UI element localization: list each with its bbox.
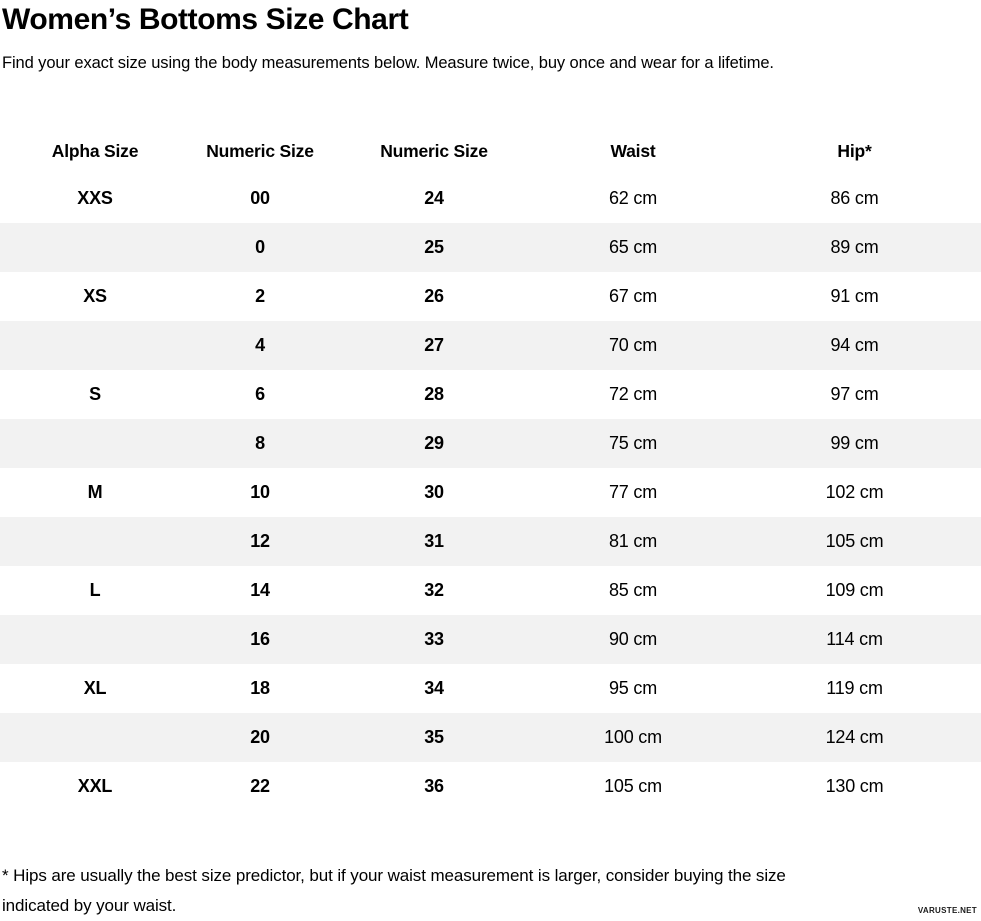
column-header-waist: Waist xyxy=(610,140,656,161)
cell-hip: 89 cm xyxy=(830,237,879,257)
footnote-line-1: * Hips are usually the best size predict… xyxy=(2,866,786,885)
cell-waist: 90 cm xyxy=(608,629,658,649)
cell-numeric-size-1: 18 xyxy=(250,678,270,698)
cell-alpha-size: XL xyxy=(83,678,107,698)
cell-waist: 65 cm xyxy=(608,237,658,257)
page-title: Women’s Bottoms Size Chart xyxy=(2,3,409,36)
cell-waist: 81 cm xyxy=(608,531,658,551)
cell-alpha-size: XS xyxy=(83,286,107,306)
cell-numeric-size-2: 29 xyxy=(424,433,444,453)
cell-waist: 75 cm xyxy=(608,433,658,453)
cell-alpha-size xyxy=(0,713,190,762)
cell-numeric-size-2: 27 xyxy=(424,335,444,355)
cell-hip: 99 cm xyxy=(830,433,879,453)
cell-numeric-size-2: 31 xyxy=(424,531,444,551)
cell-numeric-size-1: 14 xyxy=(250,580,270,600)
cell-waist: 105 cm xyxy=(604,776,662,796)
cell-numeric-size-1: 16 xyxy=(250,629,270,649)
cell-numeric-size-2: 34 xyxy=(424,678,444,698)
cell-waist: 95 cm xyxy=(608,678,658,698)
table-row: 8 29 75 cm 99 cm xyxy=(0,419,981,468)
cell-numeric-size-1: 6 xyxy=(255,384,265,404)
table-row: M 10 30 77 cm 102 cm xyxy=(0,468,981,517)
cell-numeric-size-2: 33 xyxy=(424,629,444,649)
column-header-hip: Hip* xyxy=(837,140,872,161)
cell-hip: 130 cm xyxy=(825,776,884,796)
cell-alpha-size: XXS xyxy=(77,188,113,208)
cell-numeric-size-2: 26 xyxy=(424,286,444,306)
cell-alpha-size xyxy=(0,321,190,370)
footnote: * Hips are usually the best size predict… xyxy=(0,861,981,921)
cell-waist: 85 cm xyxy=(608,580,658,600)
table-row: XL 18 34 95 cm 119 cm xyxy=(0,664,981,713)
size-table-body: XXS 00 24 62 cm 86 cm 0 25 65 cm 89 cm X… xyxy=(0,174,981,811)
cell-numeric-size-1: 4 xyxy=(255,335,265,355)
cell-waist: 67 cm xyxy=(608,286,658,306)
cell-numeric-size-1: 0 xyxy=(255,237,265,257)
table-row: 0 25 65 cm 89 cm xyxy=(0,223,981,272)
cell-alpha-size: XXL xyxy=(77,776,113,796)
header-row: Alpha Size Numeric Size Numeric Size Wai… xyxy=(0,128,981,174)
cell-numeric-size-2: 30 xyxy=(424,482,444,502)
table-row: S 6 28 72 cm 97 cm xyxy=(0,370,981,419)
cell-numeric-size-1: 10 xyxy=(250,482,270,502)
table-row: 16 33 90 cm 114 cm xyxy=(0,615,981,664)
cell-alpha-size xyxy=(0,615,190,664)
cell-hip: 91 cm xyxy=(830,286,879,306)
cell-hip: 94 cm xyxy=(830,335,879,355)
cell-numeric-size-1: 12 xyxy=(250,531,270,551)
cell-hip: 105 cm xyxy=(825,531,884,551)
cell-waist: 100 cm xyxy=(604,727,662,747)
cell-numeric-size-2: 32 xyxy=(424,580,444,600)
cell-hip: 109 cm xyxy=(825,580,884,600)
table-row: 12 31 81 cm 105 cm xyxy=(0,517,981,566)
cell-hip: 124 cm xyxy=(825,727,884,747)
table-row: XS 2 26 67 cm 91 cm xyxy=(0,272,981,321)
cell-numeric-size-1: 20 xyxy=(250,727,270,747)
size-chart-table: Alpha Size Numeric Size Numeric Size Wai… xyxy=(0,128,981,811)
cell-numeric-size-2: 25 xyxy=(424,237,444,257)
cell-numeric-size-1: 00 xyxy=(250,188,270,208)
table-row: 20 35 100 cm 124 cm xyxy=(0,713,981,762)
watermark: VARUSTE.NET xyxy=(917,906,977,915)
cell-numeric-size-2: 28 xyxy=(424,384,444,404)
cell-waist: 77 cm xyxy=(608,482,658,502)
cell-hip: 114 cm xyxy=(826,629,883,649)
table-row: XXS 00 24 62 cm 86 cm xyxy=(0,174,981,223)
cell-hip: 97 cm xyxy=(830,384,879,404)
table-row: L 14 32 85 cm 109 cm xyxy=(0,566,981,615)
cell-hip: 119 cm xyxy=(826,678,883,698)
column-header-numeric-size-2: Numeric Size xyxy=(380,140,488,161)
table-row: 4 27 70 cm 94 cm xyxy=(0,321,981,370)
size-table-header: Alpha Size Numeric Size Numeric Size Wai… xyxy=(0,128,981,174)
cell-alpha-size: S xyxy=(89,384,101,404)
cell-waist: 70 cm xyxy=(608,335,658,355)
cell-alpha-size: L xyxy=(89,580,101,600)
page-subtitle: Find your exact size using the body meas… xyxy=(2,54,774,72)
cell-numeric-size-1: 2 xyxy=(255,286,265,306)
cell-numeric-size-1: 22 xyxy=(250,776,270,796)
cell-alpha-size xyxy=(0,419,190,468)
cell-numeric-size-2: 24 xyxy=(424,188,444,208)
cell-hip: 102 cm xyxy=(825,482,884,502)
cell-waist: 72 cm xyxy=(608,384,658,404)
footnote-line-2: indicated by your waist. xyxy=(2,896,177,915)
cell-numeric-size-2: 35 xyxy=(424,727,444,747)
column-header-numeric-size-1: Numeric Size xyxy=(206,140,314,161)
cell-alpha-size xyxy=(0,223,190,272)
cell-waist: 62 cm xyxy=(608,188,658,208)
cell-alpha-size xyxy=(0,517,190,566)
cell-alpha-size: M xyxy=(87,482,103,502)
cell-numeric-size-1: 8 xyxy=(255,433,265,453)
column-header-alpha-size: Alpha Size xyxy=(51,140,139,161)
cell-hip: 86 cm xyxy=(830,188,879,208)
table-row: XXL 22 36 105 cm 130 cm xyxy=(0,762,981,811)
cell-numeric-size-2: 36 xyxy=(424,776,444,796)
